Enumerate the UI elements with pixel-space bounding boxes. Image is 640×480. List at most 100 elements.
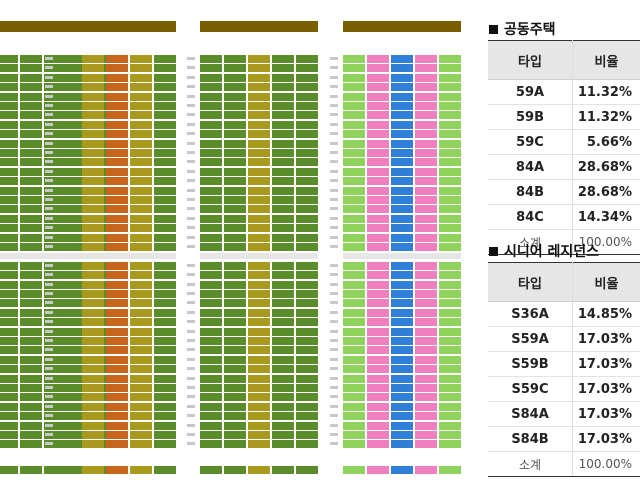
unit-cell xyxy=(0,421,18,430)
unit-cell xyxy=(272,346,294,355)
unit-cell xyxy=(224,412,246,421)
unit-cell xyxy=(272,337,294,345)
unit-cell xyxy=(106,233,128,242)
unit-cell xyxy=(20,92,42,101)
type-column-header: 타입 xyxy=(488,262,573,302)
unit-cell xyxy=(82,158,104,167)
unit-cell xyxy=(415,308,437,317)
unit-cell xyxy=(248,384,270,392)
floor-separator xyxy=(343,253,461,260)
unit-cell xyxy=(272,177,294,186)
unit-cell xyxy=(343,92,365,101)
unit-cell xyxy=(296,261,318,270)
unit-cell xyxy=(439,130,461,139)
unit-cell xyxy=(154,365,176,374)
building-header-band xyxy=(343,21,461,32)
unit-cell xyxy=(20,440,42,449)
unit-cell xyxy=(130,177,152,186)
unit-cell xyxy=(367,83,389,92)
unit-cell xyxy=(82,139,104,148)
unit-cell xyxy=(154,384,176,392)
unit-cell xyxy=(130,365,152,374)
unit-cell xyxy=(248,261,270,270)
unit-cell xyxy=(0,466,18,474)
floor-number-label xyxy=(45,235,53,239)
unit-cell xyxy=(44,393,66,402)
unit-cell xyxy=(106,346,128,355)
unit-cell xyxy=(82,120,104,129)
unit-cell xyxy=(58,55,80,63)
senior-title-text: 시니어 레지던스 xyxy=(504,244,600,260)
unit-cell xyxy=(200,149,222,157)
unit-cell xyxy=(415,186,437,195)
unit-cell xyxy=(343,73,365,82)
unit-cell xyxy=(58,214,80,223)
unit-cell xyxy=(391,318,413,327)
unit-cell xyxy=(391,120,413,129)
unit-cell xyxy=(44,83,66,92)
floor-number-label xyxy=(330,273,338,277)
unit-cell xyxy=(106,412,128,421)
type-cell: S59A xyxy=(488,326,573,352)
unit-cell xyxy=(154,55,176,63)
unit-cell xyxy=(248,318,270,327)
unit-cell xyxy=(0,384,18,392)
floor-number-label xyxy=(187,245,195,248)
unit-cell xyxy=(439,224,461,233)
unit-cell xyxy=(224,327,246,336)
unit-cell xyxy=(154,224,176,233)
unit-cell xyxy=(82,261,104,270)
unit-cell xyxy=(296,64,318,73)
building-header-band xyxy=(0,21,114,32)
floor-number-label xyxy=(330,357,338,361)
unit-cell xyxy=(367,337,389,345)
unit-cell xyxy=(343,346,365,355)
unit-cell xyxy=(130,205,152,214)
unit-cell xyxy=(248,167,270,176)
unit-cell xyxy=(224,130,246,139)
unit-cell xyxy=(44,346,66,355)
unit-cell xyxy=(200,233,222,242)
unit-cell xyxy=(391,243,413,251)
unit-cell xyxy=(343,55,365,63)
unit-cell xyxy=(272,214,294,223)
ratio-cell: 11.32% xyxy=(572,104,640,130)
unit-cell xyxy=(296,337,318,345)
unit-cell xyxy=(44,186,66,195)
unit-cell xyxy=(248,365,270,374)
unit-cell xyxy=(130,346,152,355)
unit-cell xyxy=(391,64,413,73)
unit-cell xyxy=(0,149,18,157)
unit-cell xyxy=(415,158,437,167)
floor-number-label xyxy=(187,207,195,211)
unit-cell xyxy=(343,393,365,402)
unit-cell xyxy=(154,308,176,317)
unit-cell xyxy=(58,318,80,327)
unit-cell xyxy=(248,214,270,223)
unit-cell xyxy=(154,374,176,383)
unit-cell xyxy=(296,421,318,430)
unit-cell xyxy=(272,308,294,317)
unit-cell xyxy=(272,421,294,430)
building-header-band xyxy=(200,21,318,32)
floor-number-label xyxy=(187,122,195,126)
unit-cell xyxy=(154,149,176,157)
unit-cell xyxy=(82,299,104,308)
unit-cell xyxy=(367,431,389,439)
unit-cell xyxy=(82,214,104,223)
unit-cell xyxy=(439,205,461,214)
floor-number-label xyxy=(45,132,53,136)
ratio-cell: 28.68% xyxy=(572,154,640,180)
unit-cell xyxy=(154,355,176,364)
unit-cell xyxy=(106,130,128,139)
unit-cell xyxy=(106,355,128,364)
floor-number-label xyxy=(45,376,53,380)
unit-cell xyxy=(272,290,294,298)
unit-cell xyxy=(130,290,152,298)
type-cell: S36A xyxy=(488,301,573,327)
unit-cell xyxy=(44,55,66,63)
floor-number-label xyxy=(45,386,53,389)
unit-cell xyxy=(58,337,80,345)
unit-cell xyxy=(106,308,128,317)
unit-cell xyxy=(0,120,18,129)
